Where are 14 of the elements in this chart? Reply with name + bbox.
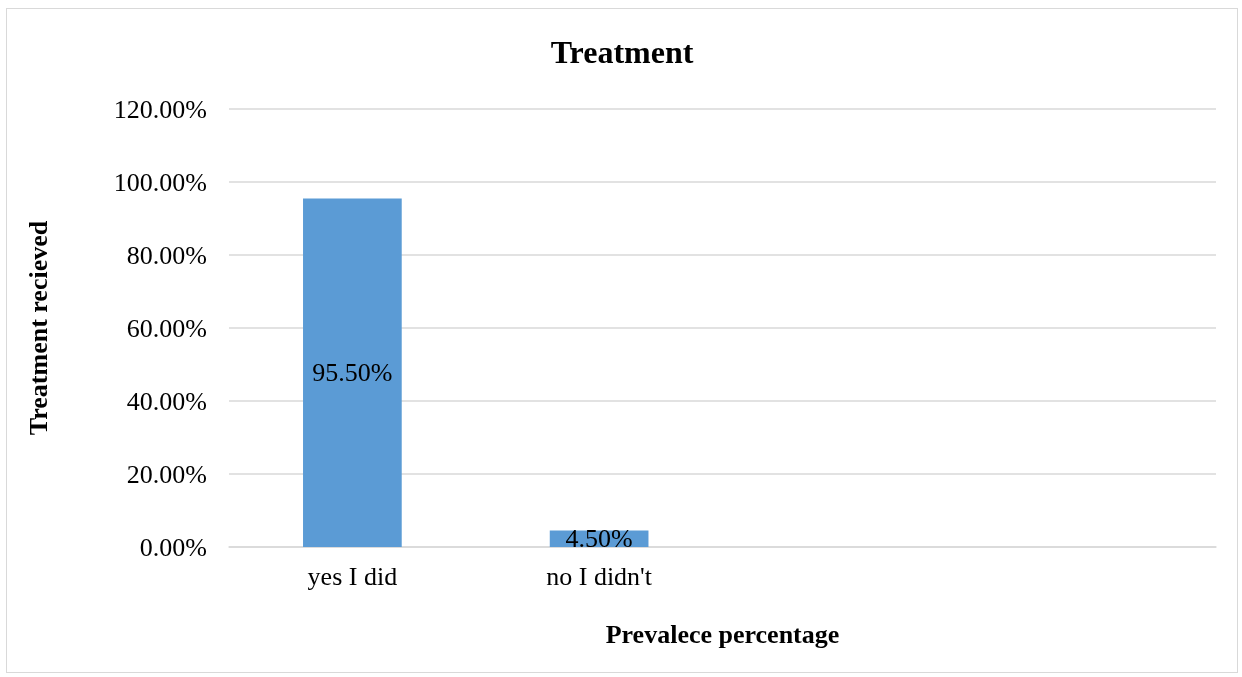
y-tick-label: 100.00%: [113, 167, 207, 197]
x-axis-title: Prevalece percentage: [605, 619, 840, 649]
y-tick-label: 120.00%: [113, 94, 207, 124]
y-tick-label: 0.00%: [139, 532, 207, 562]
y-tick-label: 60.00%: [126, 313, 207, 343]
x-tick-label: yes I did: [307, 561, 398, 591]
data-label: 4.50%: [565, 524, 633, 554]
chart-title: Treatment: [550, 34, 694, 70]
data-label: 95.50%: [312, 358, 393, 388]
y-tick-label: 20.00%: [126, 459, 207, 489]
x-tick-label: no I didn't: [546, 561, 653, 591]
y-axis-title: Treatment recieved: [23, 220, 53, 436]
y-tick-label: 80.00%: [126, 240, 207, 270]
y-tick-label: 40.00%: [126, 386, 207, 416]
